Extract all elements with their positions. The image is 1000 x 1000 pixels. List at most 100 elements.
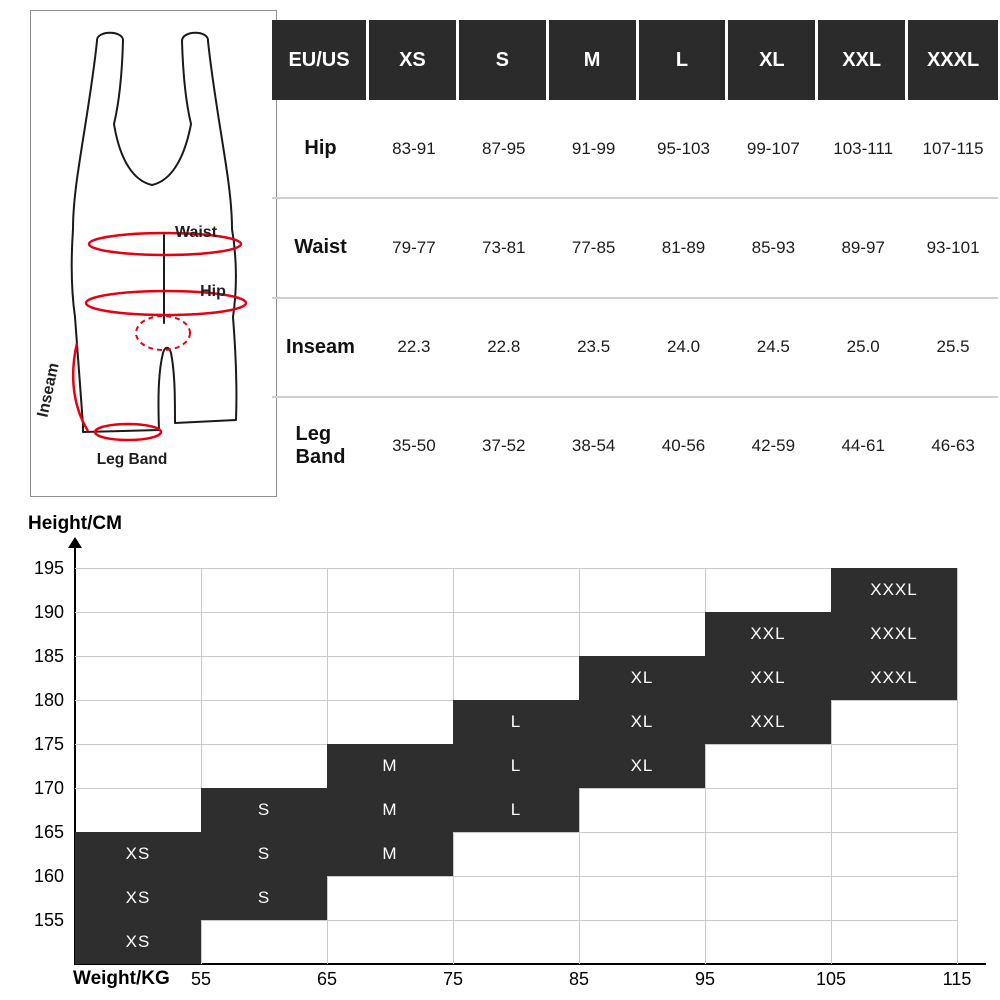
y-axis-title: Height/CM [28,513,122,534]
chart-cell-xxl-180-185: XXL [705,656,831,700]
h-gridline [75,656,957,657]
h-gridline [75,700,957,701]
v-gridline [327,568,328,964]
x-tick-label: 115 [942,969,972,989]
row-label: Hip [304,137,337,160]
header-cell-xxl: XXL [818,20,909,100]
size-value: 24.0 [666,337,701,357]
chart-cell-xl-175-180: XL [579,700,705,744]
h-gridline [75,568,957,569]
chart-cell-s-165-170: S [201,788,327,832]
size-value: 79-77 [392,237,436,257]
x-tick-label: 105 [815,969,847,989]
size-row-leg-band: Leg Band 35-50 37-52 38-54 40-56 42-59 44-61 46… [272,395,998,495]
header-cell-xs: XS [369,20,459,100]
y-tick-label: 195 [33,558,64,578]
size-value: 103-111 [833,138,894,158]
row-label: Leg Band [295,423,346,469]
chart-cell-m-160-165: M [327,832,453,876]
chart-cell-xxl-185-190: XXL [705,612,831,656]
chart-cell-xxxl-180-185: XXXL [831,656,957,700]
v-gridline [957,568,958,964]
size-value: 95-103 [657,138,710,158]
y-axis-arrow-icon [68,537,82,548]
y-tick-label: 160 [33,866,64,886]
y-tick-label: 175 [33,734,64,754]
size-value: 99-107 [746,138,800,158]
x-tick-label: 55 [190,969,212,989]
x-tick-label: 95 [694,969,716,989]
chart-cell-xxxl-190-195: XXXL [831,568,957,612]
row-label: Inseam [286,335,355,358]
size-value: 22.8 [487,337,521,357]
size-value: 46-63 [931,436,975,456]
size-value: 89-97 [841,237,885,257]
size-row-hip: Hip 83-91 87-95 91-99 95-103 99-107 103-111 107… [272,100,998,197]
chart-cell-xxxl-185-190: XXXL [831,612,957,656]
x-tick-label: 75 [442,969,464,989]
y-tick-label: 155 [33,910,64,930]
h-gridline [75,788,957,789]
leg-band-label: Leg Band [97,451,168,468]
v-gridline [705,568,706,964]
size-value: 22.3 [397,337,431,357]
size-value: 42-59 [751,436,796,456]
chart-cell-xs-150-155: XS [75,920,201,964]
chart-cell-xxl-175-180: XXL [705,700,831,744]
chart-cell-l-175-180: L [453,700,579,744]
h-gridline [75,876,957,877]
chart-cell-xs-160-165: XS [75,832,201,876]
bib-shorts-illustration: Waist Hip Inseam Leg Band [35,31,248,468]
size-value: 25.0 [846,337,880,357]
size-table-header: EU/US XS S M L XL XXL XXXL [272,20,998,100]
x-axis-line [74,963,986,965]
header-cell-s: S [458,20,549,100]
header-cell-l: L [638,20,729,100]
hip-label: Hip [200,283,226,300]
size-value: 24.5 [756,337,790,357]
h-gridline [75,920,957,921]
chamois-ellipse [135,315,191,351]
h-gridline [75,832,957,833]
size-value: 23.5 [577,337,611,357]
size-value: 93-101 [926,237,980,257]
header-cell-m: M [548,20,639,100]
size-table-body: Hip 83-91 87-95 91-99 95-103 99-107 103-111 107… [272,100,998,495]
chart-cell-m-170-175: M [327,744,453,788]
shorts-outline [70,31,238,433]
chart-cell-s-160-165: S [201,832,327,876]
size-value: 25.5 [936,337,970,357]
measurement-annotations [71,231,248,442]
y-tick-label: 165 [33,822,64,842]
v-gridline [453,568,454,964]
measurement-diagram: Waist Hip Inseam Leg Band [30,10,277,497]
size-value: 87-95 [482,138,526,158]
y-tick-label: 185 [33,646,64,666]
row-label: Waist [294,236,347,259]
size-row-waist: Waist 79-77 73-81 77-85 81-89 85-93 89-97 93-10… [272,197,998,296]
header-cell-eu-us: EU/US [272,20,369,100]
size-value: 40-56 [661,436,706,456]
size-value: 83-91 [392,138,436,158]
v-gridline [579,568,580,964]
size-value: 44-61 [841,436,885,456]
inseam-line [71,342,90,432]
leg-band-ellipse [93,422,163,442]
x-axis-title: Weight/KG [73,968,170,989]
size-value: 81-89 [661,237,706,257]
chart-cell-l-170-175: L [453,744,579,788]
chart-cell-s-155-160: S [201,876,327,920]
size-value: 38-54 [571,436,616,456]
inseam-label: Inseam [35,361,63,418]
header-cell-xl: XL [728,20,819,100]
size-row-inseam: Inseam 22.3 22.8 23.5 24.0 24.5 25.0 25.5 [272,296,998,396]
h-gridline [75,744,957,745]
y-tick-label: 170 [33,778,64,798]
chart-cell-m-165-170: M [327,788,453,832]
waist-label: Waist [175,224,218,241]
y-tick-label: 180 [33,690,64,710]
size-table: EU/US XS S M L XL XXL XXXL Hip 83-91 87-95 91-99 95… [272,20,998,495]
y-tick-label: 190 [33,602,64,622]
chart-cell-l-165-170: L [453,788,579,832]
